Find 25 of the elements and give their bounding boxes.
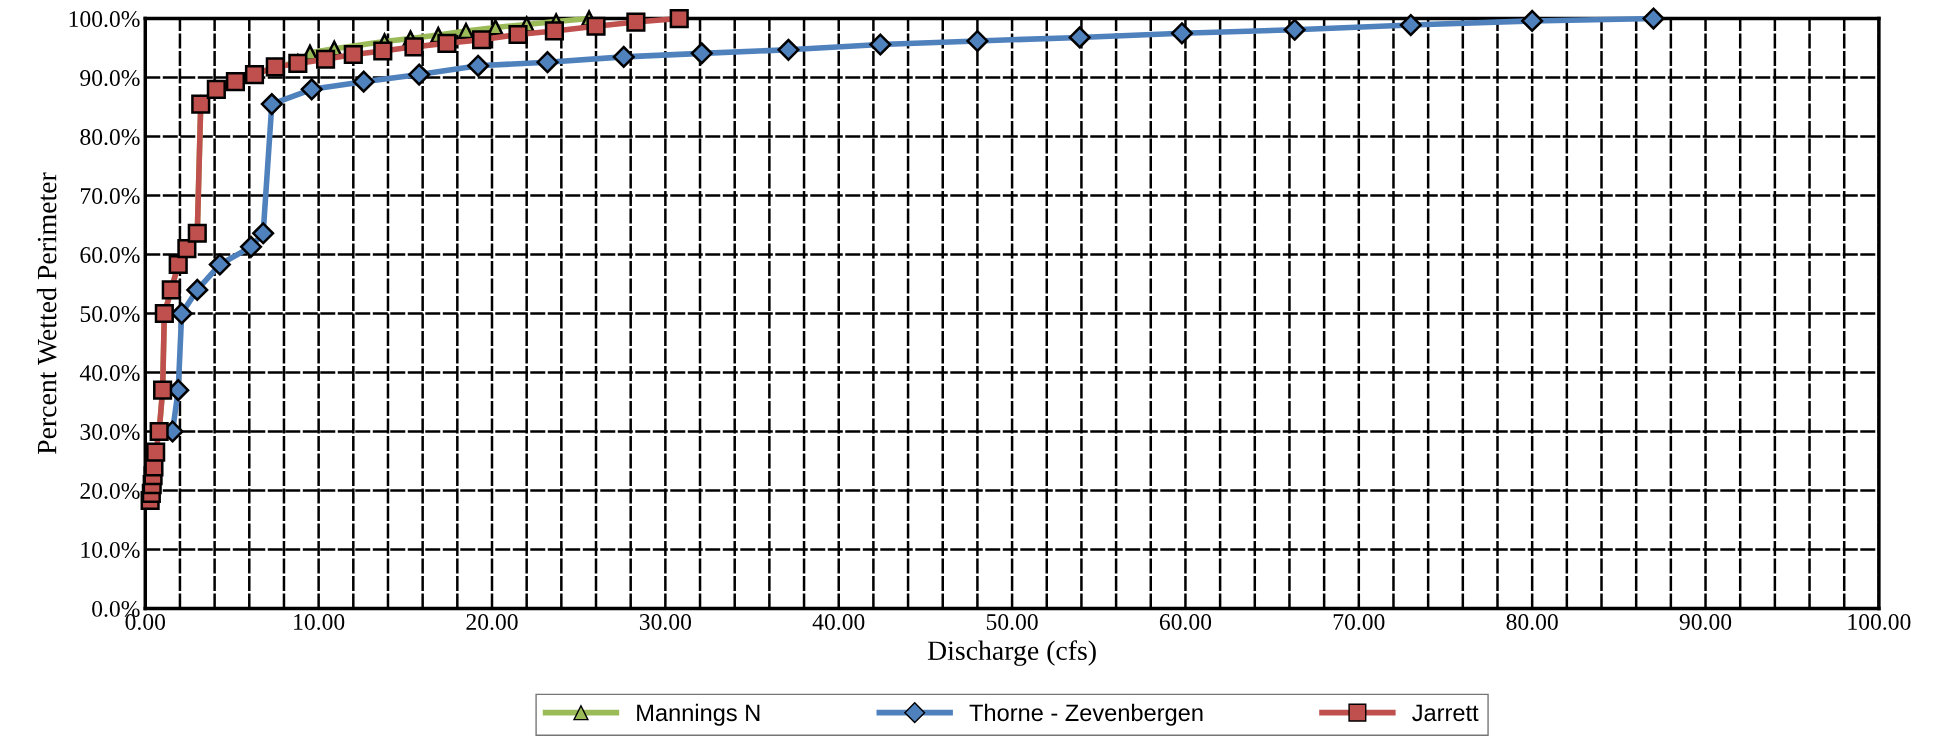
y-tick-label: 30.0% [80, 423, 140, 440]
y-tick-label: 50.0% [80, 305, 140, 323]
legend-label: Thorne - Zevenbergen [969, 703, 1203, 726]
x-tick-label: 50.00 [986, 613, 1038, 631]
x-tick-label: 40.00 [812, 613, 865, 631]
x-tick-label: 20.00 [466, 613, 518, 631]
x-tick-label: 100.00 [1848, 613, 1911, 631]
y-tick-label: 100.0% [69, 11, 140, 28]
legend-label: Mannings N [637, 703, 760, 726]
y-tick-label: 10.0% [81, 541, 140, 558]
x-tick-label: 10.00 [294, 613, 345, 631]
x-axis-title: Discharge (cfs) [927, 640, 1096, 666]
x-tick-label: 80.00 [1506, 613, 1558, 631]
y-tick-label: 80.0% [80, 129, 140, 146]
legend-label: Jarrett [1412, 704, 1479, 722]
y-tick-label: 60.0% [80, 247, 140, 264]
y-tick-label: 20.0% [80, 482, 140, 499]
x-tick-label: 70.00 [1333, 613, 1385, 631]
x-tick-label: 30.00 [639, 613, 692, 631]
x-tick-label: 90.00 [1679, 613, 1732, 631]
y-tick-label: 70.0% [80, 188, 140, 205]
x-tick-label: 60.00 [1159, 613, 1212, 631]
y-axis-title: Percent Wetted Perimeter [36, 172, 57, 455]
y-tick-label: 40.0% [79, 364, 140, 382]
y-tick-label: 90.0% [80, 70, 140, 87]
